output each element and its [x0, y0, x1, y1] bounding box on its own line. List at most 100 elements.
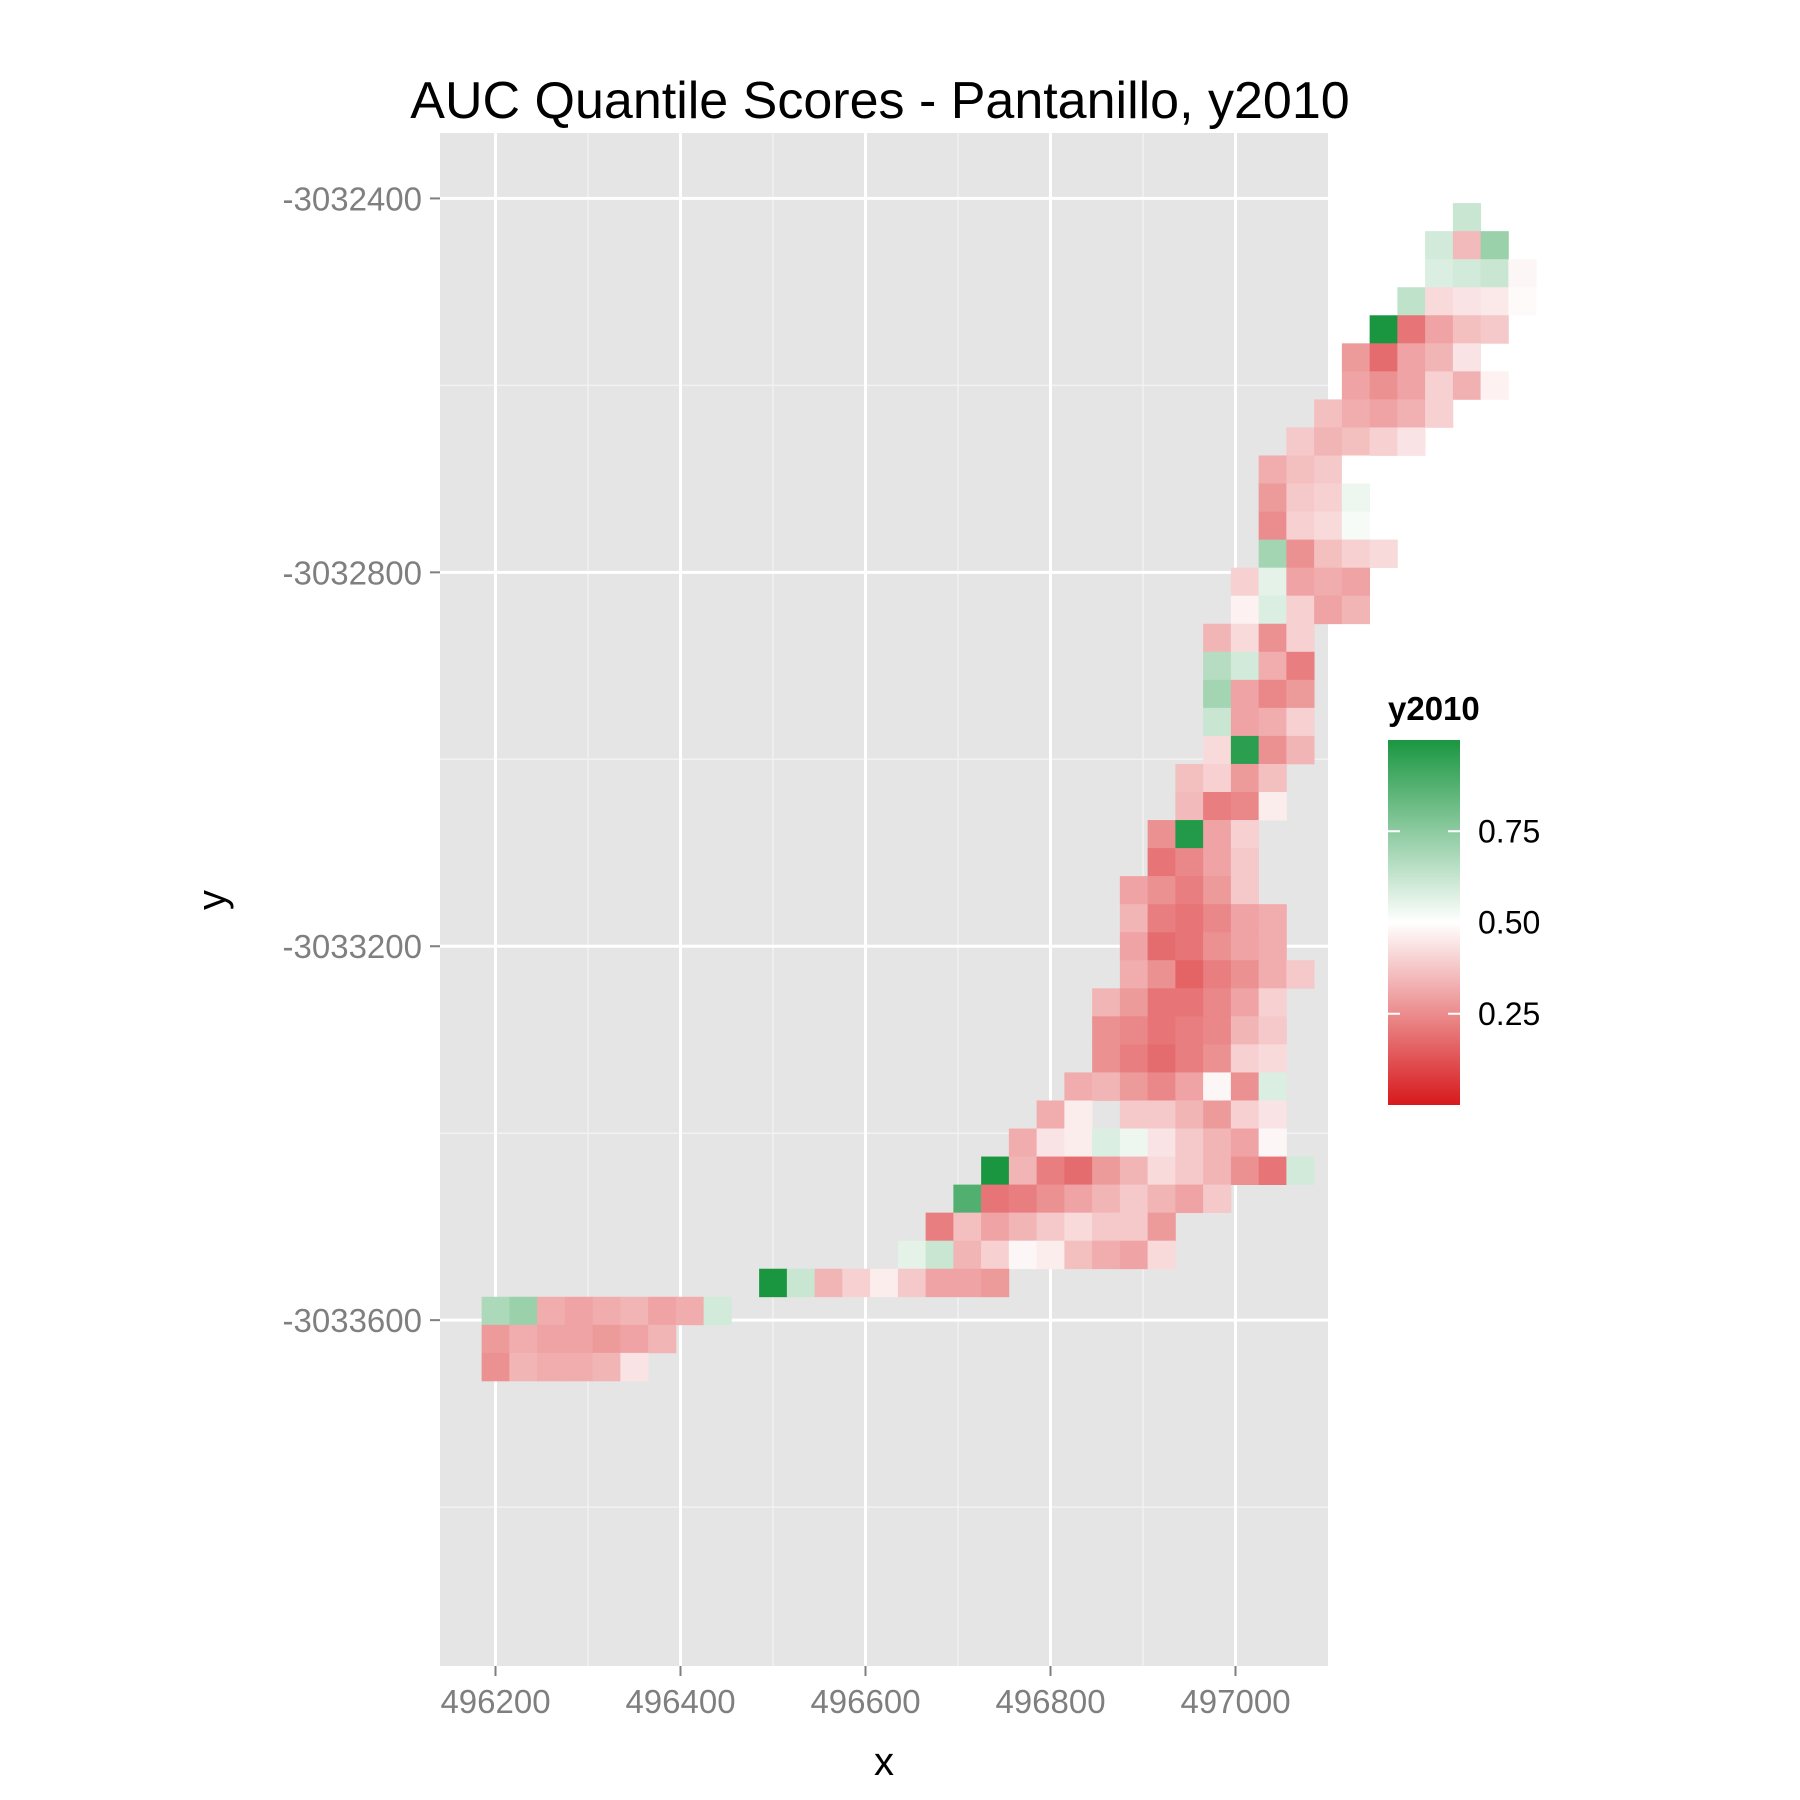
heatmap-cell: [1397, 371, 1426, 400]
heatmap-cell: [1230, 595, 1260, 625]
heatmap-cell: [1175, 820, 1204, 849]
heatmap-cell: [1480, 231, 1509, 260]
heatmap-cell: [1230, 1044, 1260, 1073]
heatmap-cell: [1175, 792, 1204, 821]
heatmap-cell: [1258, 539, 1287, 569]
heatmap-cell: [1008, 1128, 1038, 1157]
heatmap-cell: [897, 1268, 927, 1298]
heatmap-cell: [1508, 259, 1537, 288]
y-axis-title: y: [190, 890, 234, 910]
heatmap-cell: [1258, 960, 1287, 989]
legend-title: y2010: [1388, 690, 1480, 727]
heatmap-cell: [1147, 1240, 1176, 1270]
heatmap-cell: [1425, 399, 1454, 428]
heatmap-cell: [1175, 1100, 1204, 1129]
heatmap-cell: [1258, 595, 1287, 625]
heatmap-cell: [1230, 735, 1260, 765]
heatmap-cell: [1452, 287, 1482, 316]
heatmap-cell: [537, 1296, 566, 1326]
heatmap-cell: [592, 1324, 621, 1354]
heatmap-cell: [1147, 1072, 1176, 1101]
heatmap-cell: [1203, 707, 1232, 737]
x-tick-label: 496200: [440, 1683, 550, 1720]
legend: y2010 0.25 0.50 0.75: [1388, 690, 1540, 1105]
heatmap-cell: [1314, 483, 1343, 512]
heatmap-cell: [1230, 848, 1260, 877]
heatmap-cell: [1175, 1044, 1204, 1073]
heatmap-cell: [1008, 1184, 1038, 1214]
heatmap-cell: [1092, 1240, 1121, 1270]
heatmap-cell: [1425, 259, 1454, 288]
heatmap-cell: [1203, 848, 1232, 877]
heatmap-cell: [1036, 1184, 1065, 1214]
heatmap-cell: [1203, 1016, 1232, 1045]
x-tick-label: 497000: [1180, 1683, 1290, 1720]
heatmap-cell: [481, 1324, 510, 1354]
heatmap-cell: [1092, 1016, 1121, 1045]
heatmap-cell: [1036, 1128, 1065, 1157]
heatmap-cell: [1147, 1100, 1176, 1129]
heatmap-cell: [1480, 371, 1509, 400]
y-axis: -3032400 -3032800 -3033200 -3033600: [283, 180, 440, 1339]
heatmap-cell: [1341, 539, 1371, 569]
heatmap-cell: [1036, 1212, 1065, 1242]
heatmap-cell: [1397, 287, 1426, 316]
heatmap-cell: [1480, 287, 1509, 316]
heatmap-cell: [1258, 651, 1287, 681]
heatmap-cell: [592, 1352, 621, 1382]
heatmap-cell: [1036, 1156, 1065, 1186]
heatmap-cell: [1230, 623, 1260, 653]
heatmap-cell: [1008, 1240, 1038, 1270]
heatmap-cell: [1258, 623, 1287, 653]
heatmap-cell: [1369, 315, 1398, 344]
heatmap-cell: [1175, 1128, 1204, 1157]
x-tick-label: 496600: [810, 1683, 920, 1720]
heatmap-cell: [675, 1296, 705, 1326]
heatmap-cells: [481, 203, 1537, 1382]
heatmap-cell: [1147, 1128, 1176, 1157]
heatmap-cell: [1286, 427, 1315, 456]
heatmap-cell: [648, 1324, 677, 1354]
heatmap-cell: [481, 1352, 510, 1382]
legend-tick-label: 0.75: [1478, 813, 1540, 849]
heatmap-cell: [1203, 1100, 1232, 1129]
heatmap-cell: [1092, 1072, 1121, 1101]
heatmap-cell: [1175, 848, 1204, 877]
heatmap-cell: [1230, 567, 1260, 597]
heatmap-cell: [953, 1240, 982, 1270]
heatmap-cell: [1314, 399, 1343, 428]
heatmap-cell: [1369, 371, 1398, 400]
heatmap-cell: [1175, 988, 1204, 1017]
heatmap-cell: [1036, 1100, 1065, 1129]
heatmap-cell: [953, 1212, 982, 1242]
heatmap-cell: [1452, 259, 1482, 288]
heatmap-cell: [1314, 427, 1343, 456]
heatmap-cell: [1341, 595, 1371, 625]
heatmap-cell: [1425, 371, 1454, 400]
heatmap-cell: [1230, 1128, 1260, 1157]
heatmap-cell: [1064, 1240, 1093, 1270]
heatmap-cell: [1314, 539, 1343, 569]
heatmap-cell: [925, 1268, 954, 1298]
heatmap-cell: [1230, 1100, 1260, 1129]
heatmap-cell: [509, 1324, 538, 1354]
heatmap-cell: [1397, 427, 1426, 456]
heatmap-cell: [1203, 792, 1232, 821]
heatmap-cell: [981, 1268, 1010, 1298]
heatmap-cell: [1119, 1212, 1149, 1242]
heatmap-cell: [1341, 343, 1371, 372]
heatmap-cell: [786, 1268, 816, 1298]
heatmap-cell: [1119, 876, 1149, 905]
heatmap-cell: [1119, 1184, 1149, 1214]
heatmap-cell: [925, 1240, 954, 1270]
heatmap-cell: [1425, 287, 1454, 316]
heatmap-cell: [1258, 483, 1287, 512]
heatmap-cell: [1119, 1100, 1149, 1129]
heatmap-cell: [1286, 679, 1315, 709]
heatmap-cell: [870, 1268, 899, 1298]
heatmap-cell: [1452, 231, 1482, 260]
heatmap-cell: [1425, 343, 1454, 372]
heatmap-cell: [1230, 1016, 1260, 1045]
heatmap-cell: [1119, 988, 1149, 1017]
